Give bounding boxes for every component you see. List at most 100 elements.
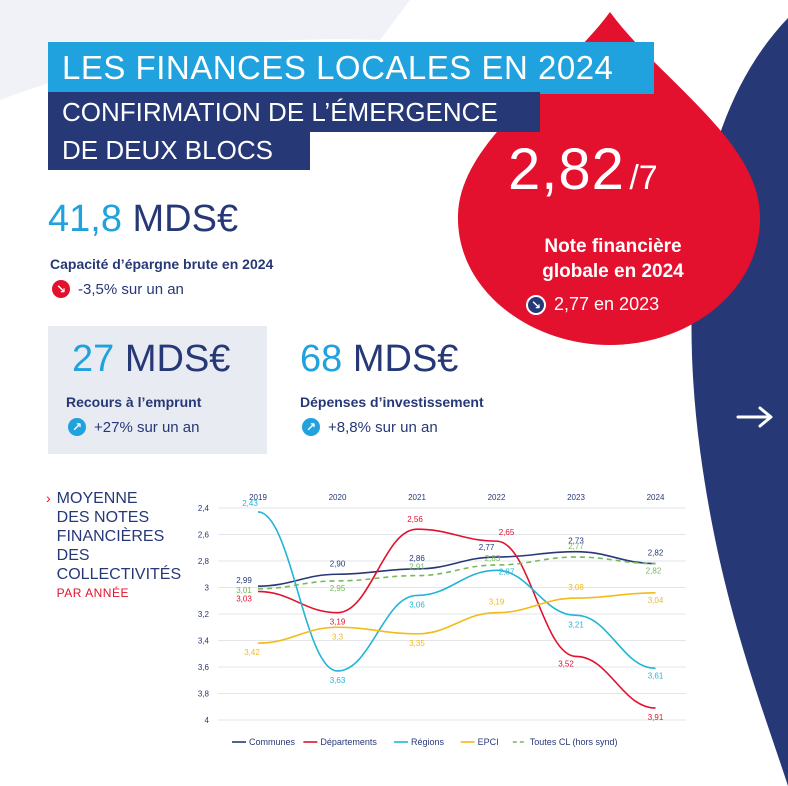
page-subtitle-line2: DE DEUX BLOCS <box>48 130 310 170</box>
arrow-up-right-icon: ↗ <box>302 418 320 436</box>
chart-title-line: COLLECTIVITÉS <box>56 566 182 583</box>
y-tick-label: 2,4 <box>198 504 210 513</box>
background-swoosh <box>0 0 410 100</box>
chart-title: MOYENNE DES NOTES FINANCIÈRES DES COLLEC… <box>57 489 181 603</box>
kpi-investissement-change-text: +8,8% sur un an <box>328 418 438 436</box>
bullet-arrow-icon: › <box>46 490 51 506</box>
data-label: 2,86 <box>409 554 425 563</box>
data-label: 2,77 <box>568 542 584 551</box>
data-label: 3,3 <box>332 632 344 641</box>
data-label: 2,87 <box>499 567 515 576</box>
kpi-emprunt-change-text: +27% sur un an <box>94 418 200 436</box>
note-previous-text: 2,77 en 2023 <box>554 294 660 314</box>
note-value-group: 2,82 /7 <box>508 136 658 203</box>
note-value: 2,82 <box>508 137 625 202</box>
chart-title-line: DES <box>56 547 90 564</box>
arrow-right-icon[interactable] <box>736 404 776 438</box>
y-tick-label: 3,4 <box>198 637 210 646</box>
kpi-epargne-change-text: -3,5% sur un an <box>78 280 184 298</box>
kpi-emprunt-label: Recours à l’emprunt <box>66 394 202 410</box>
data-label: 2,90 <box>330 559 346 568</box>
series-line <box>257 528 656 709</box>
data-label: 3,06 <box>409 600 425 609</box>
arrow-up-right-icon: ↗ <box>68 418 86 436</box>
data-label: 2,91 <box>409 563 425 572</box>
x-tick-label: 2023 <box>567 493 585 502</box>
chart-subtitle: PAR ANNÉE <box>56 586 129 600</box>
data-label: 3,01 <box>236 586 252 595</box>
data-label: 2,82 <box>646 567 662 576</box>
chart-title-line: MOYENNE <box>56 490 138 507</box>
legend-label: Départements <box>320 737 377 747</box>
data-label: 2,73 <box>568 537 584 546</box>
data-label: 3,35 <box>409 639 425 648</box>
data-label: 3,91 <box>648 713 664 722</box>
data-label: 3,21 <box>568 620 584 629</box>
kpi-epargne-value: 41,8 MDS€ <box>48 198 238 241</box>
legend-label: Toutes CL (hors synd) <box>530 737 618 747</box>
kpi-epargne-label: Capacité d’épargne brute en 2024 <box>50 256 274 272</box>
note-label: Note financière globale en 2024 <box>508 234 718 284</box>
legend-label: Régions <box>411 737 445 747</box>
chart-title-line: DES NOTES <box>56 509 150 526</box>
page-title: LES FINANCES LOCALES EN 2024 <box>48 42 654 94</box>
data-label: 3,61 <box>648 671 664 680</box>
data-label: 3,19 <box>489 598 505 607</box>
kpi-investissement-unit: MDS€ <box>352 338 459 380</box>
note-label-line2: globale en 2024 <box>542 261 684 282</box>
data-label: 2,99 <box>236 576 252 585</box>
chart-title-block: › MOYENNE DES NOTES FINANCIÈRES DES COLL… <box>46 489 181 603</box>
legend-label: EPCI <box>478 737 499 747</box>
data-label: 3,03 <box>236 594 252 603</box>
kpi-emprunt-card <box>48 326 267 454</box>
series-line <box>257 511 656 672</box>
page-subtitle-line1: CONFIRMATION DE L’ÉMERGENCE <box>48 92 540 132</box>
series-line <box>257 592 656 644</box>
data-label: 2,77 <box>479 543 495 552</box>
data-label: 2,95 <box>330 584 346 593</box>
chart-title-line: FINANCIÈRES <box>56 528 165 545</box>
y-tick-label: 4 <box>205 716 210 725</box>
x-tick-label: 2019 <box>249 493 267 502</box>
note-label-line1: Note financière <box>544 236 682 257</box>
data-label: 2,56 <box>407 515 423 524</box>
note-previous: ↘ 2,77 en 2023 <box>526 294 659 315</box>
data-label: 2,65 <box>499 528 515 537</box>
series-line <box>257 556 656 590</box>
kpi-emprunt-number: 27 <box>72 338 115 380</box>
x-tick-label: 2024 <box>647 493 665 502</box>
data-label: 3,63 <box>330 676 346 685</box>
x-tick-label: 2022 <box>488 493 506 502</box>
data-label: 3,42 <box>244 648 260 657</box>
data-label: 2,83 <box>485 554 501 563</box>
y-tick-label: 3,8 <box>198 690 210 699</box>
data-label: 2,82 <box>648 549 664 558</box>
y-tick-label: 3 <box>205 584 210 593</box>
series-line <box>257 550 656 587</box>
kpi-investissement-value: 68 MDS€ <box>300 338 458 381</box>
x-tick-label: 2021 <box>408 493 426 502</box>
arrow-down-right-icon: ↘ <box>52 280 70 298</box>
note-scale: /7 <box>629 159 658 197</box>
kpi-emprunt-change: ↗ +27% sur un an <box>68 418 200 436</box>
kpi-epargne-change: ↘ -3,5% sur un an <box>52 280 184 298</box>
y-tick-label: 3,6 <box>198 663 210 672</box>
kpi-investissement-number: 68 <box>300 338 343 380</box>
data-label: 3,04 <box>648 596 664 605</box>
y-tick-label: 2,6 <box>198 531 210 540</box>
y-tick-label: 3,2 <box>198 610 210 619</box>
legend-label: Communes <box>249 737 296 747</box>
data-label: 3,19 <box>330 618 346 627</box>
y-tick-label: 2,8 <box>198 557 210 566</box>
kpi-emprunt-value: 27 MDS€ <box>72 338 230 381</box>
x-tick-label: 2020 <box>329 493 347 502</box>
data-label: 2,43 <box>242 499 258 508</box>
kpi-emprunt-unit: MDS€ <box>124 338 231 380</box>
kpi-epargne-number: 41,8 <box>48 198 122 240</box>
kpi-epargne-unit: MDS€ <box>132 198 239 240</box>
arrow-down-right-icon: ↘ <box>526 294 546 315</box>
data-label: 3,08 <box>568 583 584 592</box>
kpi-investissement-label: Dépenses d’investissement <box>300 394 484 410</box>
kpi-investissement-change: ↗ +8,8% sur un an <box>302 418 438 436</box>
